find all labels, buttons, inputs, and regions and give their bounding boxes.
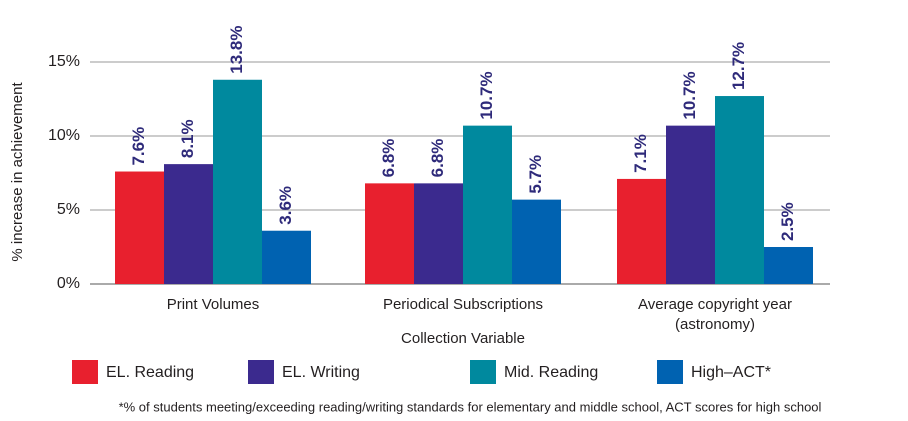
legend-label: EL. Writing (282, 364, 360, 381)
bar (764, 247, 813, 284)
y-tick-label: 15% (48, 53, 80, 70)
bar (262, 230, 311, 284)
bar (115, 171, 164, 284)
x-tick-label: Average copyright year (astronomy) (638, 296, 792, 333)
bar (463, 125, 512, 284)
data-label: 2.5% (778, 202, 797, 241)
legend-swatch (72, 360, 98, 384)
data-label: 6.8% (379, 139, 398, 178)
legend-label: Mid. Reading (504, 364, 598, 381)
data-label: 6.8% (428, 139, 447, 178)
bar (512, 199, 561, 284)
legend-swatch (657, 360, 683, 384)
legend-swatch (470, 360, 496, 384)
bar (164, 164, 213, 284)
legend-label: EL. Reading (106, 364, 194, 381)
x-tick-label: Periodical Subscriptions (382, 296, 544, 313)
bar (617, 178, 666, 284)
bar (414, 183, 463, 284)
data-label: 12.7% (729, 42, 748, 90)
legend-swatch (248, 360, 274, 384)
legend-label: High–ACT* (691, 364, 771, 381)
data-label: 7.6% (129, 127, 148, 166)
data-label: 8.1% (178, 119, 197, 158)
footnote: *% of students meeting/exceeding reading… (119, 399, 822, 414)
data-label: 13.8% (227, 26, 246, 74)
y-tick-label: 10% (48, 127, 80, 144)
bar (365, 183, 414, 284)
bar (213, 79, 262, 284)
data-label: 5.7% (526, 155, 545, 194)
y-tick-label: 5% (57, 201, 80, 218)
bar (666, 125, 715, 284)
y-tick-label: 0% (57, 275, 80, 292)
data-label: 7.1% (631, 134, 650, 173)
data-label: 10.7% (477, 71, 496, 119)
x-axis-label: Collection Variable (401, 330, 525, 347)
data-label: 10.7% (680, 71, 699, 119)
y-axis-label: % increase in achievement (9, 82, 26, 262)
data-label: 3.6% (276, 186, 295, 225)
bar (715, 96, 764, 284)
x-tick-label: Print Volumes (166, 296, 260, 313)
